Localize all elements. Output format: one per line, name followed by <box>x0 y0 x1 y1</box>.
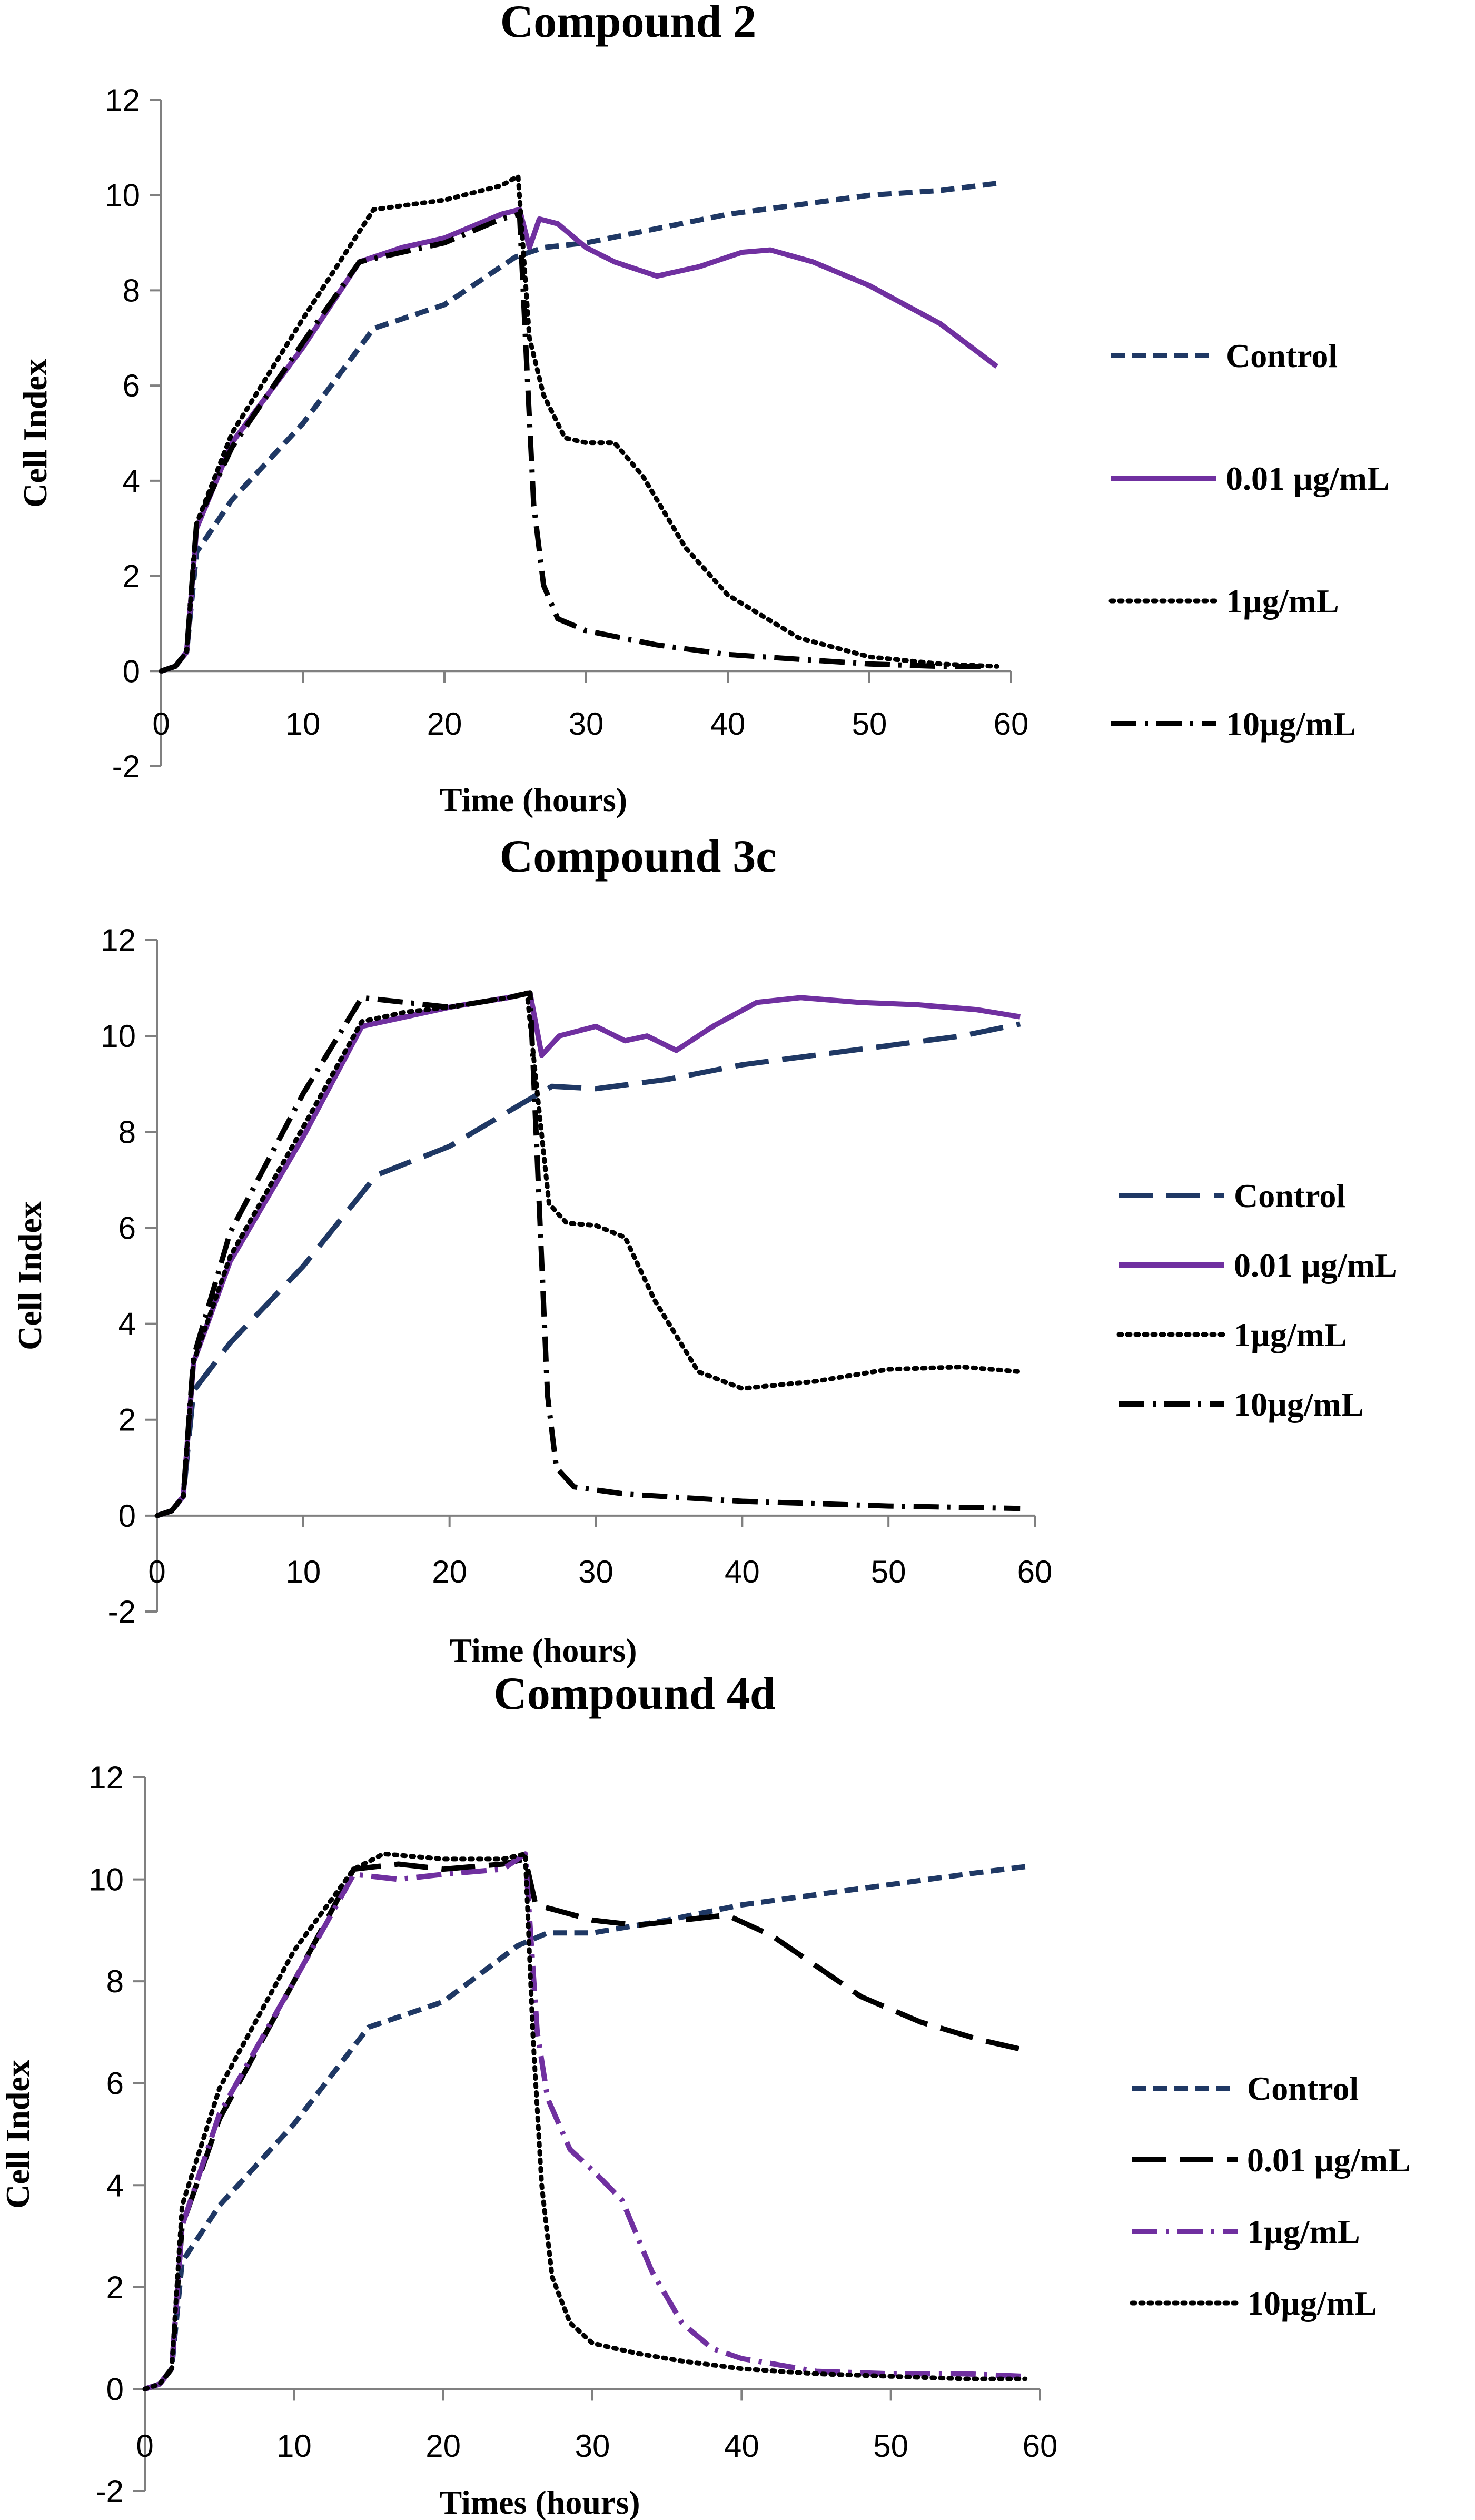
x-tick-label: 30 <box>575 2428 610 2464</box>
chart-panel-2: Compound 3c -2 0 2 4 6 8 10 12 0 10 20 30 40 50 60 Time … <box>11 831 1398 1669</box>
y-tick-label: 0 <box>118 1498 136 1534</box>
legend-label-3: 1µg/mL <box>1247 2213 1360 2250</box>
chart-title: Compound 2 <box>500 0 757 47</box>
x-tick-label: 60 <box>1023 2428 1058 2464</box>
series-line-1 <box>160 181 997 674</box>
x-tick-label: 10 <box>285 1554 321 1589</box>
x-tick-label: 30 <box>578 1554 613 1589</box>
series-line-4 <box>156 990 1021 1518</box>
y-tick-label: -2 <box>108 1594 136 1629</box>
chart-panel-1: Compound 2 -2 0 2 4 6 8 10 12 0 10 20 30 40 50 60 Time (… <box>16 0 1390 818</box>
x-tick-label: 40 <box>710 706 746 742</box>
y-tick-label: 8 <box>106 1964 124 1999</box>
x-tick-label: 20 <box>432 1554 467 1589</box>
chart-panel-3: Compound 4d -2 0 2 4 6 8 10 12 0 10 20 30 40 50 60 Times… <box>0 1668 1411 2520</box>
y-axis-label: Cell Index <box>11 1201 48 1350</box>
x-tick-label: 20 <box>427 706 462 742</box>
x-tick-label: 40 <box>725 1554 760 1589</box>
y-tick-label: 10 <box>105 178 140 213</box>
y-axis-label: Cell Index <box>0 2060 36 2209</box>
series-line-3 <box>144 1851 1025 2392</box>
series-line-1 <box>144 1864 1026 2392</box>
x-tick-label: 50 <box>873 2428 908 2464</box>
legend-label-3: 1µg/mL <box>1226 582 1339 620</box>
x-tick-label: 0 <box>136 2428 153 2464</box>
series-line-1 <box>156 1021 1021 1518</box>
x-axis-label: Time (hours) <box>449 1632 637 1669</box>
y-tick-label: 0 <box>123 654 140 689</box>
x-tick-label: 60 <box>994 706 1029 742</box>
y-tick-label: 4 <box>118 1307 136 1342</box>
y-tick-label: 12 <box>105 83 140 118</box>
y-tick-label: 10 <box>88 1862 124 1898</box>
series-line-4 <box>142 1851 1028 2391</box>
y-tick-label: 6 <box>123 368 140 403</box>
series-line-2 <box>144 1856 1026 2392</box>
y-tick-label: 8 <box>118 1114 136 1150</box>
legend-label-4: 10µg/mL <box>1234 1386 1364 1423</box>
y-tick-label: 0 <box>106 2371 124 2407</box>
legend-label-4: 10µg/mL <box>1226 705 1356 743</box>
y-tick-label: 4 <box>123 463 140 499</box>
y-tick-label: 2 <box>123 559 140 594</box>
y-axis-label: Cell Index <box>16 359 54 508</box>
y-tick-label: 4 <box>106 2168 124 2203</box>
y-tick-label: 6 <box>118 1210 136 1246</box>
x-axis-label: Times (hours) <box>439 2484 640 2520</box>
y-tick-label: -2 <box>112 749 140 784</box>
legend-label-4: 10µg/mL <box>1247 2285 1377 2322</box>
x-tick-label: 0 <box>152 706 170 742</box>
x-axis-label: Time (hours) <box>440 781 627 818</box>
legend-label-3: 1µg/mL <box>1234 1316 1347 1353</box>
series-line-2 <box>156 990 1021 1518</box>
chart-title: Compound 4d <box>493 1668 776 1719</box>
legend-label-2: 0.01 µg/mL <box>1226 460 1390 497</box>
x-tick-label: 50 <box>871 1554 906 1589</box>
x-tick-label: 50 <box>852 706 887 742</box>
y-tick-label: 2 <box>106 2270 124 2305</box>
legend-label-2: 0.01 µg/mL <box>1234 1247 1398 1284</box>
y-tick-label: 8 <box>123 273 140 308</box>
legend-label-1: Control <box>1247 2070 1359 2107</box>
x-tick-label: 0 <box>148 1554 165 1589</box>
chart-title: Compound 3c <box>500 831 777 882</box>
series-line-3 <box>159 174 999 674</box>
y-tick-label: 12 <box>101 923 136 958</box>
series-line-3 <box>154 990 1023 1518</box>
y-tick-label: 2 <box>118 1402 136 1438</box>
x-tick-label: 40 <box>724 2428 759 2464</box>
x-tick-label: 20 <box>425 2428 461 2464</box>
x-tick-label: 10 <box>285 706 321 742</box>
y-tick-label: 6 <box>106 2066 124 2101</box>
x-tick-label: 10 <box>276 2428 312 2464</box>
legend-label-1: Control <box>1226 337 1338 374</box>
y-tick-label: -2 <box>96 2474 124 2509</box>
y-tick-label: 10 <box>101 1019 136 1054</box>
series-line-4 <box>160 211 983 674</box>
legend-label-1: Control <box>1234 1177 1345 1214</box>
y-tick-label: 12 <box>88 1760 124 1795</box>
x-tick-label: 30 <box>569 706 604 742</box>
legend-label-2: 0.01 µg/mL <box>1247 2141 1411 2179</box>
x-tick-label: 60 <box>1017 1554 1053 1589</box>
